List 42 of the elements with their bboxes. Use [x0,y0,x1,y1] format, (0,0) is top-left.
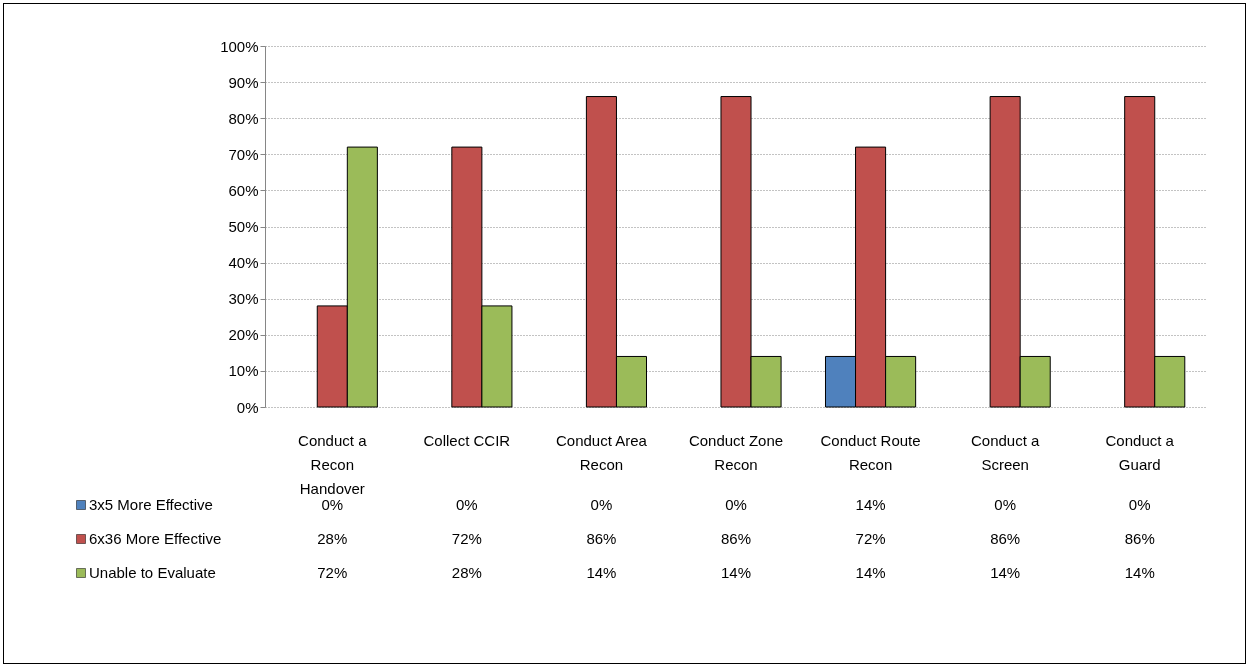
data-label: 0% [321,496,344,513]
data-label: 28% [317,530,348,547]
data-label: 14% [855,496,886,513]
data-label: 14% [990,564,1021,581]
legend-label: 3x5 More Effective [89,496,213,513]
y-tick-label: 20% [228,326,259,344]
x-tick-label: Conduct a Recon Handover [298,431,368,497]
data-label: 86% [990,530,1021,547]
data-label: 86% [720,530,752,547]
data-label: 0% [590,496,613,513]
data-label: 14% [720,564,752,581]
legend-label: 6x36 More Effective [89,530,222,547]
x-tick-label: Collect CCIR [423,431,511,449]
y-tick-label: 80% [228,109,259,127]
y-tick-label: 50% [228,218,259,235]
data-label: 72% [317,564,348,581]
data-label: 0% [1128,496,1151,513]
x-tick-label: Conduct Zone Recon [688,431,784,473]
y-tick-label: 0% [236,398,259,416]
data-label: 0% [456,496,478,513]
data-label: 72% [855,530,886,547]
data-label: 14% [586,564,617,581]
y-tick-label: 40% [228,254,259,272]
data-label: 14% [1124,564,1155,581]
data-label: 86% [586,530,617,547]
data-label: 28% [451,564,482,581]
y-tick-label: 100% [220,37,259,55]
y-tick-label: 90% [228,73,259,91]
x-tick-label: Conduct a Guard [1105,431,1175,473]
data-label: 0% [725,496,747,513]
data-label: 0% [994,496,1016,513]
y-tick-label: 10% [228,362,259,380]
legend-label: Unable to Evaluate [89,564,216,581]
y-tick-label: 60% [228,181,259,199]
y-tick-label: 70% [228,145,259,163]
data-label: 14% [855,564,886,581]
x-tick-label: Conduct Area Recon [555,431,648,473]
data-label: 86% [1124,530,1155,547]
x-tick-label: Conduct a Screen [970,431,1040,473]
data-label: 72% [451,530,482,547]
x-tick-label: Conduct Route Recon [820,431,921,473]
y-tick-label: 30% [228,290,259,308]
